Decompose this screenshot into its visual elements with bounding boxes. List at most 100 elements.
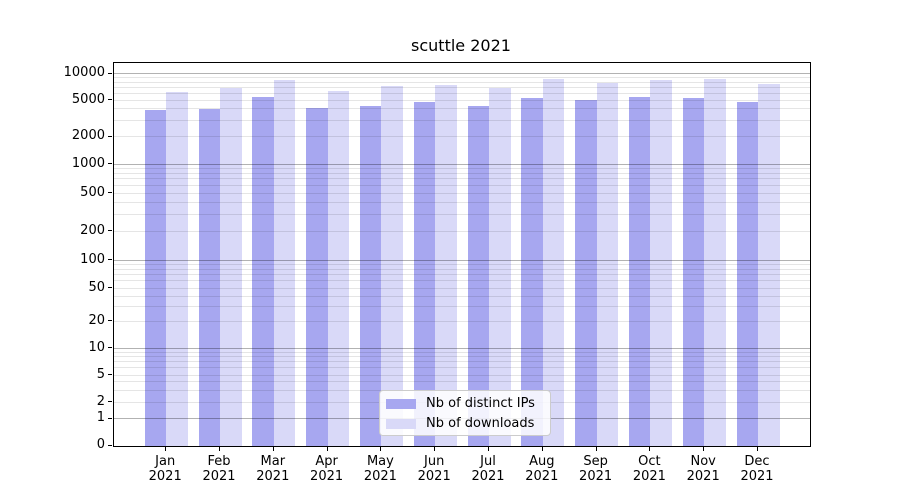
bar-downloads-nov bbox=[704, 79, 726, 446]
gridline-minor bbox=[114, 167, 810, 169]
y-axis-tick bbox=[108, 417, 112, 419]
y-axis-tick bbox=[108, 444, 112, 446]
bar-distinct-ips-apr bbox=[306, 108, 328, 446]
y-tick-label: 200 bbox=[80, 222, 105, 238]
y-axis-tick bbox=[108, 374, 112, 375]
bar-downloads-jul bbox=[489, 88, 511, 446]
bar-downloads-aug bbox=[542, 78, 565, 446]
y-tick-label: 5000 bbox=[71, 91, 105, 107]
x-tick-label: Jan 2021 bbox=[148, 454, 182, 484]
gridline-minor bbox=[114, 381, 810, 383]
gridline-major bbox=[114, 73, 810, 74]
bar-downloads-apr bbox=[327, 91, 350, 446]
y-axis-tick bbox=[108, 135, 112, 137]
bars-layer bbox=[114, 63, 810, 446]
x-tick-label: Nov 2021 bbox=[686, 454, 720, 484]
gridline-minor bbox=[114, 280, 810, 282]
y-axis-tick bbox=[108, 163, 112, 164]
x-axis-tick bbox=[434, 447, 436, 451]
bar-downloads-mar bbox=[273, 80, 296, 446]
gridline-minor bbox=[114, 99, 810, 101]
y-tick-label: 1 bbox=[96, 410, 105, 425]
bar-distinct-ips-jul bbox=[467, 106, 489, 446]
y-axis-tick bbox=[108, 72, 112, 74]
bar-downloads-oct bbox=[650, 80, 672, 446]
x-axis-tick bbox=[595, 447, 597, 451]
legend-label-downloads: Nb of downloads bbox=[426, 416, 535, 431]
gridline-minor bbox=[114, 77, 810, 79]
gridline-minor bbox=[114, 192, 810, 194]
bar-downloads-dec bbox=[758, 84, 780, 446]
gridline-minor bbox=[114, 374, 810, 376]
x-tick-label: Mar 2021 bbox=[256, 454, 290, 484]
gridline-minor bbox=[114, 86, 810, 88]
x-axis-tick bbox=[649, 447, 651, 451]
bar-downloads-sep bbox=[596, 83, 619, 446]
y-axis-tick bbox=[108, 192, 112, 193]
y-tick-label: 500 bbox=[80, 184, 105, 200]
bar-distinct-ips-sep bbox=[575, 99, 597, 446]
x-axis-tick bbox=[703, 447, 705, 451]
y-axis-tick bbox=[108, 287, 112, 288]
grid-layer bbox=[114, 63, 810, 446]
y-axis-tick bbox=[108, 230, 112, 231]
x-tick-label: Oct 2021 bbox=[632, 454, 666, 484]
y-tick-label: 20 bbox=[88, 312, 105, 328]
gridline-minor bbox=[114, 178, 810, 180]
gridline-minor bbox=[114, 287, 810, 289]
x-tick-label: Sep 2021 bbox=[579, 454, 613, 484]
x-axis-tick bbox=[541, 447, 543, 451]
bar-downloads-feb bbox=[220, 87, 242, 446]
legend-row-distinct-ips: Nb of distinct IPs bbox=[386, 396, 542, 411]
x-tick-label: May 2021 bbox=[363, 454, 397, 484]
x-tick-label: Jun 2021 bbox=[417, 454, 451, 484]
gridline-major bbox=[114, 347, 810, 349]
y-tick-label: 0 bbox=[96, 437, 105, 452]
legend-label-distinct-ips: Nb of distinct IPs bbox=[426, 396, 535, 411]
x-axis-tick bbox=[757, 447, 758, 451]
x-tick-label: Dec 2021 bbox=[740, 454, 774, 484]
bar-distinct-ips-jun bbox=[413, 102, 436, 446]
gridline-minor bbox=[114, 92, 810, 94]
x-tick-label: Jul 2021 bbox=[471, 454, 505, 484]
gridline-minor bbox=[114, 213, 810, 215]
y-tick-label: 2 bbox=[96, 393, 105, 409]
x-axis-tick bbox=[326, 447, 328, 451]
gridline-minor bbox=[114, 119, 810, 121]
x-tick-label: Aug 2021 bbox=[525, 454, 559, 484]
legend-swatch-distinct-ips bbox=[386, 398, 416, 409]
y-axis-tick bbox=[108, 99, 112, 100]
gridline-minor bbox=[114, 108, 810, 110]
y-tick-label: 2000 bbox=[71, 128, 105, 143]
x-axis-tick bbox=[272, 447, 274, 451]
y-tick-label: 100 bbox=[80, 251, 105, 267]
legend-row-downloads: Nb of downloads bbox=[386, 416, 542, 431]
y-axis-tick bbox=[108, 401, 112, 402]
y-tick-label: 1000 bbox=[71, 155, 105, 171]
bar-distinct-ips-dec bbox=[736, 102, 758, 446]
gridline-minor bbox=[114, 361, 810, 363]
y-tick-label: 5 bbox=[96, 366, 105, 382]
y-tick-label: 50 bbox=[88, 279, 105, 295]
bar-distinct-ips-mar bbox=[252, 97, 274, 446]
gridline-minor bbox=[114, 184, 810, 186]
gridline-minor bbox=[114, 356, 810, 358]
y-tick-label: 10000 bbox=[63, 65, 105, 80]
x-tick-label: Feb 2021 bbox=[202, 454, 236, 484]
gridline-minor bbox=[114, 172, 810, 174]
gridline-minor bbox=[114, 81, 810, 83]
bar-distinct-ips-feb bbox=[198, 108, 220, 446]
x-axis-tick bbox=[165, 447, 167, 451]
bar-distinct-ips-aug bbox=[521, 97, 543, 446]
bar-downloads-may bbox=[381, 86, 403, 446]
y-axis-tick bbox=[108, 259, 112, 260]
gridline-major bbox=[114, 163, 810, 165]
gridline-minor bbox=[114, 136, 810, 137]
gridline-minor bbox=[114, 268, 810, 270]
gridline-major bbox=[114, 259, 810, 261]
bar-distinct-ips-jan bbox=[144, 109, 167, 446]
y-tick-label: 10 bbox=[88, 339, 105, 355]
y-axis-tick bbox=[108, 320, 112, 321]
gridline-minor bbox=[114, 273, 810, 275]
